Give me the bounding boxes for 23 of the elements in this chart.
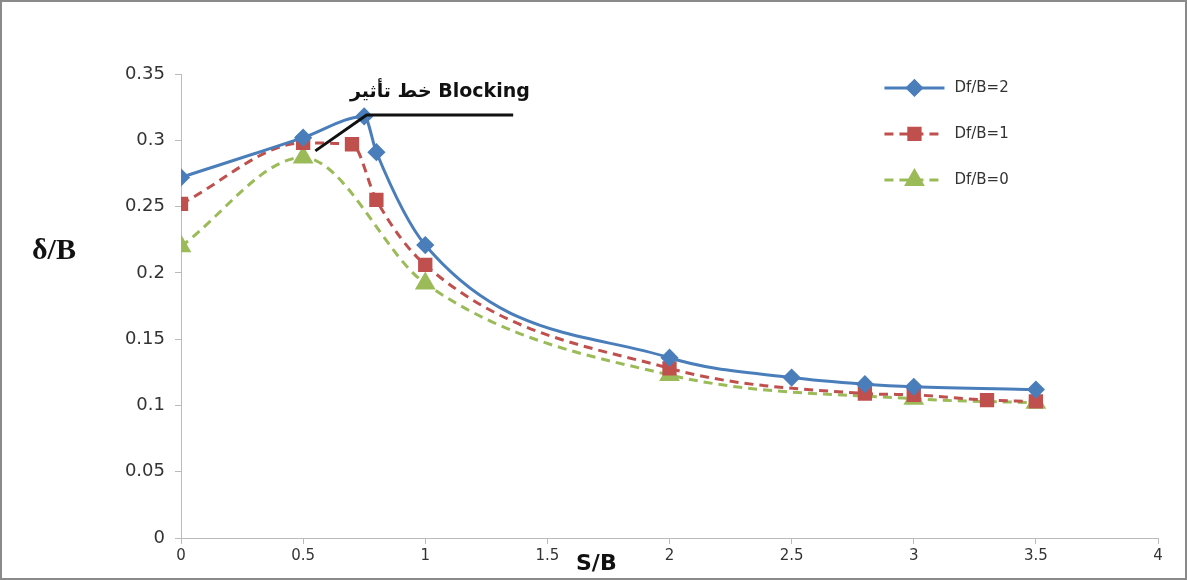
y-tick-label: 0.3	[136, 127, 165, 149]
x-tick-label: 2	[664, 545, 675, 564]
x-tick-label: 3	[908, 545, 919, 564]
x-tick-label: 4	[1153, 545, 1163, 564]
x-tick-label: 0	[176, 545, 186, 564]
x-axis-title: S/B	[576, 550, 617, 575]
x-tick-label: 1.5	[535, 545, 560, 564]
y-tick-label: 0	[153, 525, 165, 547]
x-tick-label: 0.5	[291, 545, 316, 564]
x-tick-label: 2.5	[779, 545, 804, 564]
y-tick-label: 0.25	[124, 194, 165, 216]
y-tick-label: 0.2	[136, 260, 165, 282]
x-tick-label: 1	[420, 545, 431, 564]
legend-label: Df/B=2	[954, 77, 1009, 96]
y-tick-label: 0.1	[136, 393, 165, 415]
legend-label: Df/B=0	[954, 169, 1009, 188]
legend-label: Df/B=1	[954, 123, 1009, 142]
y-tick-label: 0.35	[124, 61, 165, 83]
annotation: خط تأثير Blocking	[348, 77, 530, 102]
y-axis-title: δ/B	[32, 232, 76, 266]
x-tick-label: 3.5	[1023, 545, 1048, 564]
y-tick-label: 0.15	[124, 326, 165, 348]
y-tick-label: 0.05	[124, 459, 165, 481]
